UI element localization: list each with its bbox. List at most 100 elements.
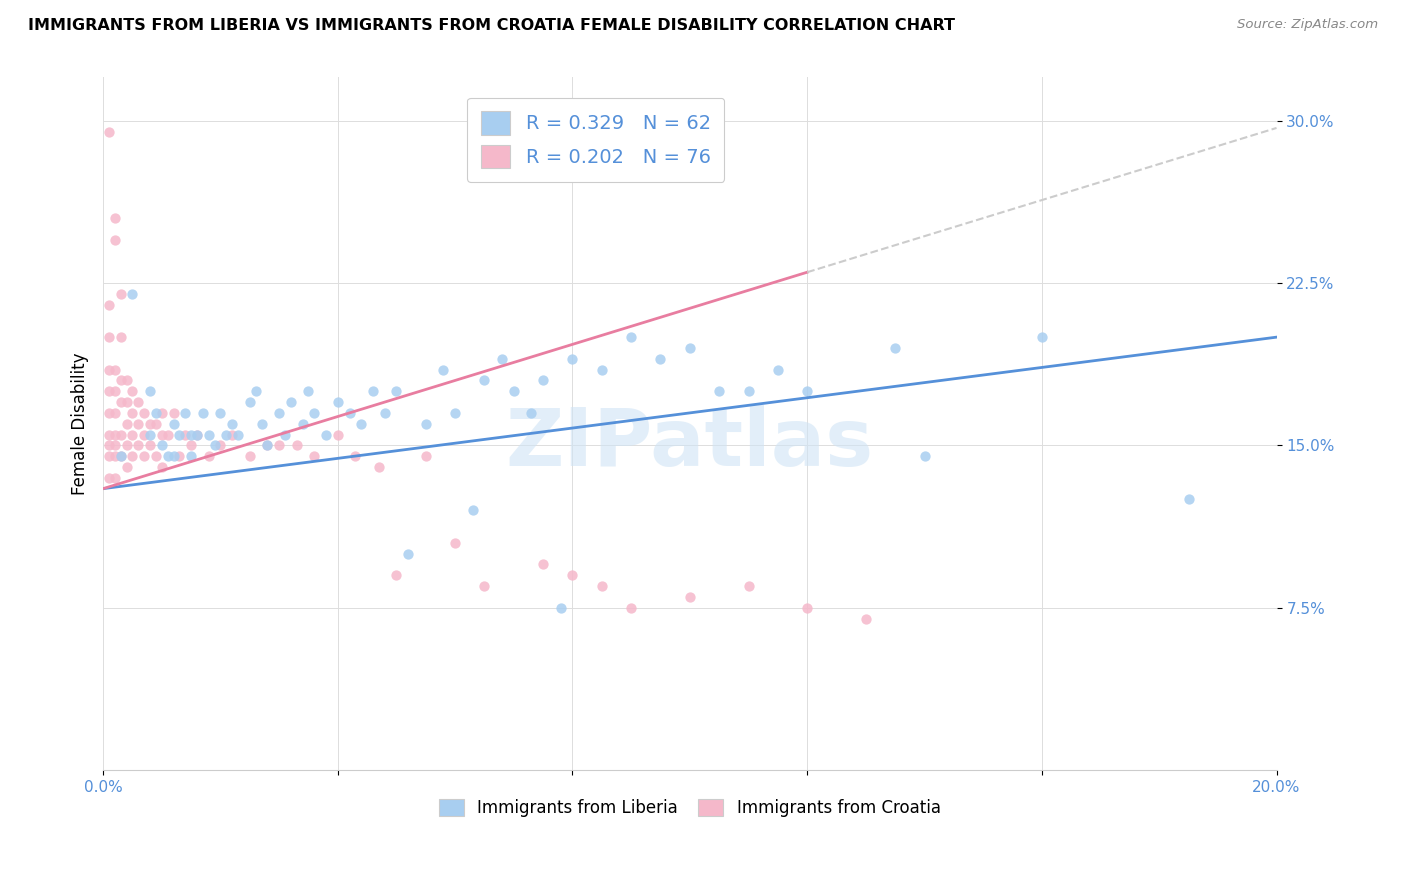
Point <box>796 384 818 399</box>
Point <box>110 395 132 409</box>
Point <box>291 417 314 431</box>
Point <box>156 427 179 442</box>
Point <box>396 547 419 561</box>
Point <box>121 286 143 301</box>
Point <box>110 286 132 301</box>
Point <box>1177 492 1199 507</box>
Point <box>444 406 467 420</box>
Point <box>115 438 138 452</box>
Point <box>221 427 243 442</box>
Point <box>209 438 232 452</box>
Point <box>98 471 121 485</box>
Point <box>180 449 202 463</box>
Point <box>121 406 143 420</box>
Point <box>180 438 202 452</box>
Point <box>98 449 121 463</box>
Point <box>121 449 143 463</box>
Point <box>115 373 138 387</box>
Point <box>139 384 162 399</box>
Point <box>156 449 179 463</box>
Point <box>134 406 156 420</box>
Point <box>197 427 219 442</box>
Point <box>531 558 554 572</box>
Point <box>274 427 297 442</box>
Point <box>326 395 349 409</box>
Point <box>104 438 127 452</box>
Point <box>127 438 149 452</box>
Point <box>1031 330 1053 344</box>
Point <box>285 438 308 452</box>
Point <box>139 427 162 442</box>
Point <box>339 406 361 420</box>
Point <box>250 417 273 431</box>
Point <box>139 417 162 431</box>
Y-axis label: Female Disability: Female Disability <box>72 352 89 495</box>
Point <box>256 438 278 452</box>
Point <box>315 427 337 442</box>
Point <box>104 211 127 226</box>
Point <box>679 590 702 604</box>
Point <box>145 449 167 463</box>
Point <box>110 427 132 442</box>
Point <box>367 460 389 475</box>
Point <box>474 373 496 387</box>
Point <box>197 449 219 463</box>
Point <box>385 384 408 399</box>
Point <box>239 449 262 463</box>
Point <box>174 427 197 442</box>
Point <box>226 427 249 442</box>
Point <box>280 395 302 409</box>
Point <box>98 438 121 452</box>
Point <box>256 438 278 452</box>
Point <box>461 503 484 517</box>
Point <box>162 406 184 420</box>
Point <box>134 427 156 442</box>
Point <box>104 233 127 247</box>
Point <box>169 449 191 463</box>
Point <box>150 406 173 420</box>
Point <box>855 611 877 625</box>
Point <box>326 427 349 442</box>
Point <box>174 406 197 420</box>
Point <box>98 427 121 442</box>
Point <box>297 384 319 399</box>
Point <box>215 427 238 442</box>
Point <box>150 460 173 475</box>
Point <box>550 600 572 615</box>
Point <box>115 460 138 475</box>
Point <box>884 341 907 355</box>
Point <box>531 373 554 387</box>
Point <box>737 579 759 593</box>
Point <box>104 406 127 420</box>
Point <box>110 449 132 463</box>
Point <box>162 449 184 463</box>
Point <box>444 535 467 549</box>
Point <box>591 579 613 593</box>
Point <box>269 406 291 420</box>
Point <box>221 417 243 431</box>
Point <box>344 449 367 463</box>
Point <box>766 362 789 376</box>
Point <box>127 395 149 409</box>
Point <box>204 438 226 452</box>
Point <box>134 449 156 463</box>
Point <box>432 362 454 376</box>
Point <box>491 351 513 366</box>
Point <box>502 384 524 399</box>
Point <box>561 568 583 582</box>
Point <box>186 427 208 442</box>
Point <box>737 384 759 399</box>
Point <box>520 406 543 420</box>
Point <box>796 600 818 615</box>
Point <box>620 600 643 615</box>
Point <box>150 427 173 442</box>
Point <box>620 330 643 344</box>
Point <box>209 406 232 420</box>
Point <box>98 298 121 312</box>
Point <box>139 438 162 452</box>
Point <box>415 449 437 463</box>
Point <box>180 427 202 442</box>
Point <box>115 395 138 409</box>
Point <box>191 406 214 420</box>
Point <box>104 427 127 442</box>
